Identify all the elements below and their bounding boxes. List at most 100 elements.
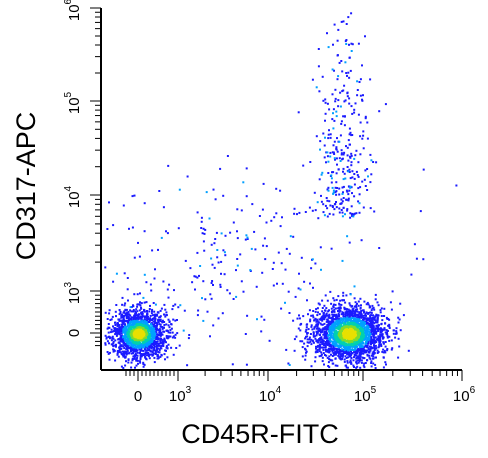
event-dot [379, 309, 382, 312]
event-dot [326, 319, 329, 322]
event-dot [322, 339, 325, 342]
event-dot [419, 210, 422, 213]
event-dot [310, 338, 313, 341]
event-dot [153, 334, 156, 337]
event-dot [399, 302, 402, 305]
event-dot [301, 340, 304, 343]
event-dot [358, 311, 361, 314]
event-dot [386, 330, 389, 332]
event-dot [236, 230, 238, 233]
event-dot [153, 277, 156, 280]
event-dot [317, 48, 320, 50]
event-dot [316, 307, 319, 310]
event-dot [214, 238, 217, 240]
event-dot [182, 329, 185, 332]
event-dot [367, 347, 370, 350]
event-dot [167, 318, 170, 321]
event-dot [376, 318, 379, 321]
event-dot [381, 350, 384, 353]
event-dot [373, 344, 376, 347]
event-dot [366, 317, 369, 320]
event-dot [353, 366, 355, 368]
event-dot [126, 325, 129, 328]
event-dot [319, 318, 322, 321]
event-dot [360, 359, 363, 362]
event-dot [139, 347, 142, 350]
event-dot [367, 334, 370, 337]
event-dot [317, 302, 320, 305]
event-dot [329, 204, 332, 207]
event-dot [133, 316, 136, 319]
event-dot [353, 157, 356, 160]
event-dot [284, 301, 286, 304]
event-dot [113, 328, 116, 331]
event-dot [143, 315, 146, 318]
event-dot [362, 322, 365, 325]
event-dot [120, 365, 123, 368]
event-dot [349, 155, 351, 158]
event-dot [316, 324, 319, 327]
event-dot [343, 347, 346, 350]
event-dot [329, 320, 332, 323]
event-dot [328, 309, 330, 312]
event-dot [335, 201, 337, 203]
event-dot [346, 323, 349, 326]
event-dot [145, 323, 148, 325]
event-dot [131, 359, 134, 362]
event-dot [328, 351, 331, 354]
event-dot [171, 336, 174, 339]
event-dot [349, 322, 352, 324]
event-dot [319, 148, 321, 151]
event-dot [324, 344, 327, 347]
event-dot [353, 343, 356, 346]
event-dot [330, 247, 333, 250]
event-dot [350, 186, 353, 189]
event-dot [368, 320, 371, 323]
event-dot [352, 213, 355, 216]
event-dot [334, 322, 337, 325]
event-dot [163, 337, 166, 340]
event-dot [150, 353, 153, 356]
event-dot [108, 312, 111, 315]
event-dot [170, 346, 173, 349]
event-dot [335, 147, 338, 150]
event-dot [346, 312, 349, 315]
event-dot [331, 118, 334, 121]
event-dot [129, 321, 132, 324]
event-dot [349, 345, 352, 348]
event-dot [152, 332, 155, 335]
event-dot [141, 340, 144, 343]
event-dot [361, 320, 364, 323]
event-dot [385, 363, 387, 366]
event-dot [376, 349, 379, 352]
event-dot [324, 354, 326, 356]
event-dot [368, 306, 371, 309]
event-dot [319, 341, 322, 344]
event-dot [154, 317, 157, 320]
event-dot [122, 325, 125, 328]
event-dot [154, 315, 156, 318]
event-dot [351, 330, 354, 333]
event-dot [188, 334, 191, 336]
event-dot [365, 339, 368, 342]
event-dot [366, 342, 368, 345]
event-dot [335, 172, 338, 175]
event-dot [317, 65, 320, 68]
event-dot [144, 336, 147, 339]
event-dot [106, 340, 109, 343]
event-dot [362, 147, 365, 150]
event-dot [337, 75, 340, 78]
event-dot [143, 323, 145, 326]
event-dot [167, 331, 170, 334]
event-dot [397, 356, 400, 359]
event-dot [304, 330, 307, 333]
event-dot [375, 347, 378, 350]
event-dot [324, 294, 327, 297]
event-dot [137, 318, 140, 321]
event-dot [137, 362, 139, 365]
event-dot [331, 355, 334, 357]
event-dot [361, 356, 364, 359]
event-dot [358, 312, 361, 315]
event-dot [157, 355, 160, 358]
event-dot [310, 365, 313, 368]
